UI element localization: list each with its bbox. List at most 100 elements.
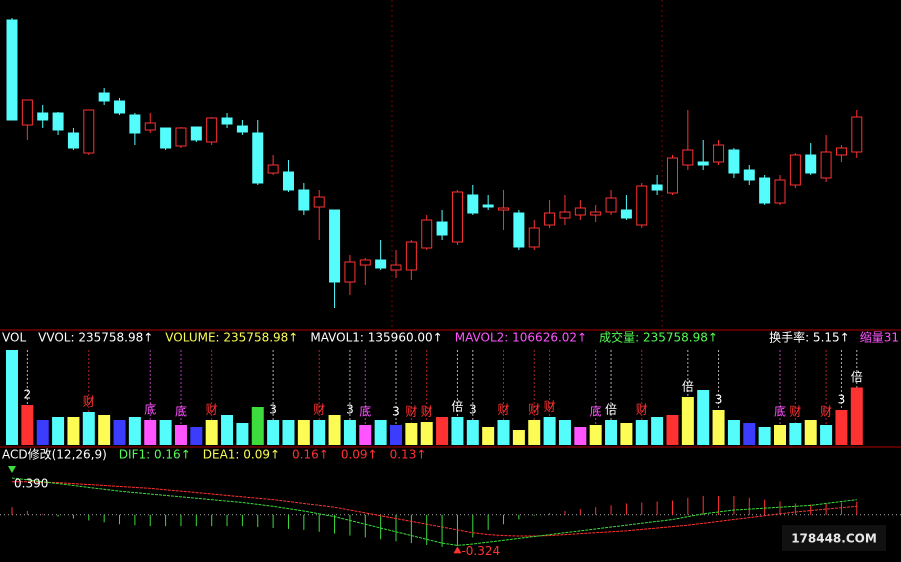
volume-bar [390,425,402,445]
volume-bar [681,397,694,445]
candle-body [52,112,64,131]
candle-body [221,117,233,125]
candle-body [851,116,863,153]
volume-bar [804,420,817,445]
candle-body [820,151,832,179]
bar-marker: 财 [789,405,801,419]
header-item: DIF1: 0.16↑ [119,448,191,462]
candle-body [37,112,49,121]
volume-bar [98,415,111,445]
candle-body [236,125,248,133]
candle-body [21,99,33,126]
bar-marker: 倍 [851,369,863,384]
volume-bar [282,420,295,445]
volume-bar [359,425,372,445]
volume-bar [128,417,141,445]
min-arrow [453,546,462,554]
candle-body [697,161,709,166]
bar-marker: 财 [83,395,95,409]
bar-marker: 财 [498,403,510,417]
candle-body [175,127,187,147]
volume-bar [743,423,756,445]
volume-bar [789,423,802,445]
candle-body [313,196,325,208]
candle-body [713,144,725,163]
bar-marker: 财 [206,403,218,417]
candle-body [114,100,126,114]
bar-marker: 底 [175,404,187,419]
header-item: VOL [2,331,26,345]
bar-marker: 财 [820,405,832,419]
volume-bar [666,415,679,445]
candle-body [498,207,510,211]
volume-bar [620,423,633,445]
header-item: 0.13↑ [390,448,427,462]
bar-marker: 3 [838,393,846,407]
volume-bar [297,420,310,445]
header-item: 换手率: 5.15↑ [769,330,850,345]
header-item: MAVOL2: 106626.02↑ [455,331,587,345]
bar-marker: 财 [544,400,556,414]
candle-body [451,191,463,243]
candle-body [467,194,479,214]
volume-bar [451,417,464,445]
volume-bar [727,420,740,445]
header-item: DEA1: 0.09↑ [203,448,280,462]
candle-body [329,209,341,283]
volume-bar [67,417,80,445]
volume-bar [159,420,172,445]
volume-bar [574,427,587,445]
bar-marker: 财 [636,403,648,417]
candle-body [666,157,678,194]
watermark: 178448.COM [791,532,877,546]
volume-bar [558,420,571,445]
header-item: 0.16↑ [292,448,329,462]
volume-bar [820,425,833,445]
bar-marker: 财 [405,405,417,419]
volume-bar [221,415,234,445]
max-arrow [8,465,16,473]
header-item: ACD修改(12,26,9) [2,447,107,462]
max-label: 0.390 [14,476,48,490]
bar-marker: 倍 [451,399,463,414]
volume-bar [328,415,341,445]
volume-bar [21,405,34,445]
candle-body [743,169,755,181]
candle-body [190,126,202,141]
volume-bar [543,417,556,445]
candle-body [160,127,172,149]
bar-marker: 3 [346,403,354,417]
candle-body [774,179,786,204]
volume-bar [144,420,157,445]
volume-bar [205,420,218,445]
candle-body [252,132,264,184]
bar-marker: 财 [421,405,433,419]
candle-body [789,154,801,186]
volume-bar [267,420,280,445]
candle-body [759,177,771,204]
candle-body [636,185,648,226]
volume-bar [466,420,479,445]
candle-body [513,212,525,248]
bar-marker: 倍 [605,402,617,417]
volume-bar [113,420,126,445]
dif-line [11,477,857,546]
candle-body [482,204,494,208]
candle-body [590,211,602,216]
candle-body [805,154,817,174]
volume-bar [635,420,648,445]
volume-bar [835,410,848,445]
dea-line [12,481,857,537]
header-item: 0.09↑ [341,448,378,462]
watermark-bg [782,525,886,551]
volume-bar [712,410,725,445]
volume-bar [605,420,618,445]
volume-bar [313,420,326,445]
candle-body [682,149,694,166]
bar-marker: 2 [24,388,32,402]
volume-bar [405,423,418,445]
volume-bar [190,427,203,445]
bar-marker: 3 [269,403,277,417]
candle-body [129,114,141,134]
